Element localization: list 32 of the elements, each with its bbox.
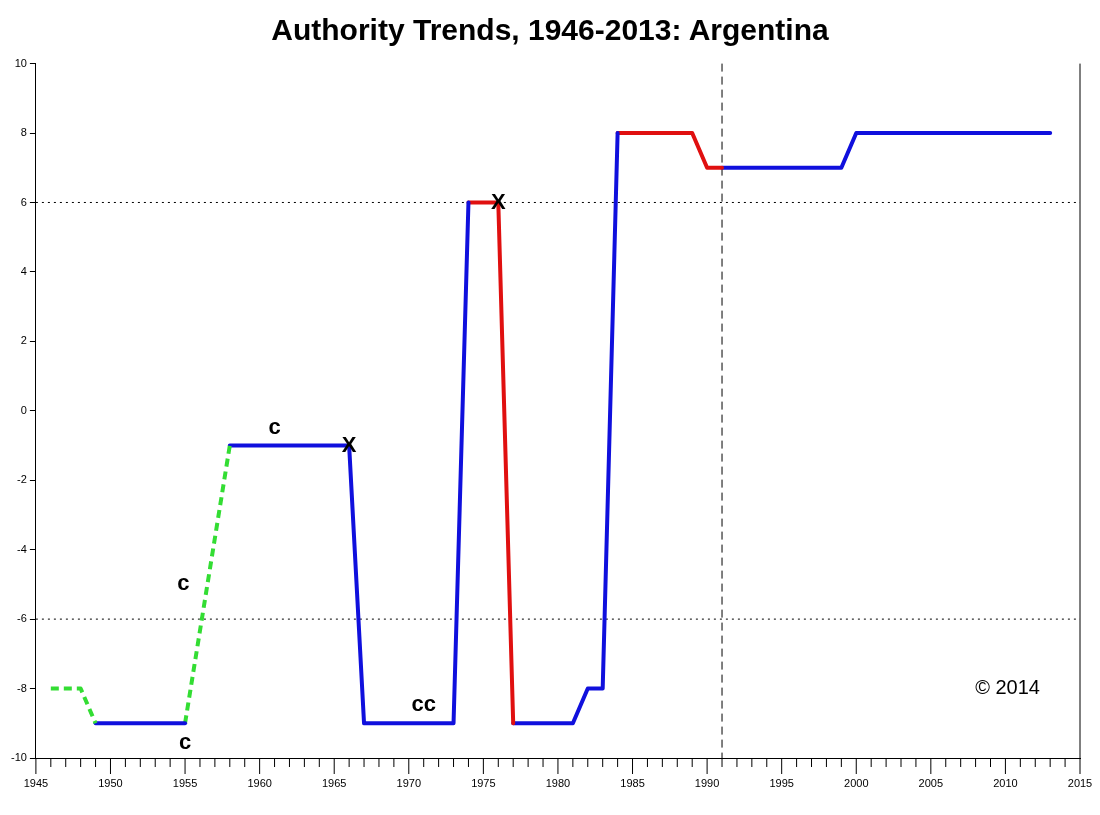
x-tick-label: 1995 (769, 776, 794, 789)
x-tick-label: 1955 (172, 776, 198, 789)
annotation: c (177, 570, 190, 596)
x-tick-label: 2000 (844, 776, 869, 789)
x-tick-label: 1990 (694, 776, 720, 789)
y-tick-label: 10 (14, 56, 27, 69)
y-tick-label: 8 (20, 126, 27, 139)
x-tick-label: 1965 (321, 776, 347, 789)
y-tick-label: 2 (20, 334, 27, 347)
y-tick-label: 6 (20, 195, 27, 208)
y-tick-label: -10 (10, 751, 27, 764)
y-tick-label: -8 (17, 681, 27, 694)
annotation: c (178, 729, 192, 755)
y-tick-label: -2 (17, 473, 27, 486)
y-tick-label: 4 (20, 264, 27, 277)
x-tick-label: 2010 (993, 776, 1018, 789)
annotation: © 2014 (975, 675, 1040, 698)
y-tick-label: 0 (20, 403, 27, 416)
y-tick-label: -6 (17, 612, 27, 625)
y-tick-label: -4 (17, 542, 27, 555)
x-tick-label: 2005 (918, 776, 944, 789)
chart-title: Authority Trends, 1946-2013: Argentina (270, 12, 830, 48)
x-tick-label: 1960 (247, 776, 272, 789)
x-tick-label: 1950 (98, 776, 123, 789)
x-tick-label: 1980 (545, 776, 571, 789)
x-tick-label: 2015 (1067, 776, 1093, 789)
x-tick-label: 1970 (396, 776, 422, 789)
x-tick-label: 1975 (471, 776, 496, 789)
x-tick-label: 1985 (620, 776, 645, 789)
annotation: c (268, 413, 281, 439)
annotation: cc (411, 691, 436, 717)
x-tick-label: 1945 (23, 776, 49, 789)
